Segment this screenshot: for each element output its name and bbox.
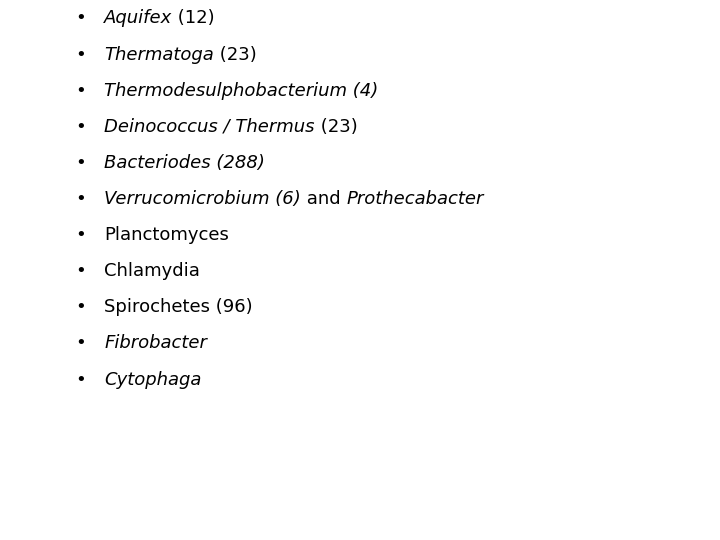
Text: (23): (23) xyxy=(214,45,256,64)
Text: Bacteriodes (288): Bacteriodes (288) xyxy=(104,154,265,172)
Text: Planctomyces: Planctomyces xyxy=(104,226,229,244)
Text: •: • xyxy=(75,82,86,100)
Text: Deinococcus / Thermus: Deinococcus / Thermus xyxy=(104,118,315,136)
Text: •: • xyxy=(75,334,86,353)
Text: •: • xyxy=(75,370,86,389)
Text: Thermodesulphobacterium (4): Thermodesulphobacterium (4) xyxy=(104,82,379,100)
Text: •: • xyxy=(75,190,86,208)
Text: •: • xyxy=(75,118,86,136)
Text: •: • xyxy=(75,154,86,172)
Text: Prothecabacter: Prothecabacter xyxy=(346,190,484,208)
Text: Thermatoga: Thermatoga xyxy=(104,45,214,64)
Text: Spirochetes (96): Spirochetes (96) xyxy=(104,298,253,316)
Text: •: • xyxy=(75,9,86,28)
Text: and: and xyxy=(301,190,346,208)
Text: •: • xyxy=(75,262,86,280)
Text: •: • xyxy=(75,45,86,64)
Text: (12): (12) xyxy=(172,9,215,28)
Text: •: • xyxy=(75,226,86,244)
Text: (23): (23) xyxy=(315,118,357,136)
Text: Verrucomicrobium (6): Verrucomicrobium (6) xyxy=(104,190,301,208)
Text: Aquifex: Aquifex xyxy=(104,9,172,28)
Text: Chlamydia: Chlamydia xyxy=(104,262,200,280)
Text: Cytophaga: Cytophaga xyxy=(104,370,202,389)
Text: Fibrobacter: Fibrobacter xyxy=(104,334,207,353)
Text: •: • xyxy=(75,298,86,316)
